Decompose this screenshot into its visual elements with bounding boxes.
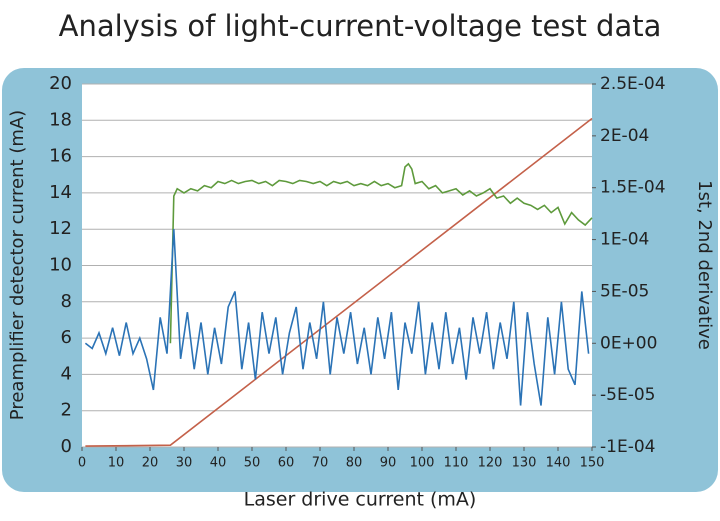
x-tick-label: 60 [278, 456, 295, 471]
y-tick-label: 6 [61, 327, 72, 348]
x-tick-label: 30 [176, 456, 193, 471]
series-line [85, 117, 593, 447]
series-line [169, 162, 593, 344]
x-tick-label: 130 [512, 456, 537, 471]
x-tick-label: 10 [108, 456, 125, 471]
x-tick-label: 90 [380, 456, 397, 471]
y-tick-label: 10 [49, 255, 72, 276]
series-line [84, 229, 590, 406]
y2-tick-label: -1E-04 [600, 437, 655, 457]
y-tick-label: 16 [49, 146, 72, 167]
x-tick-label: 20 [142, 456, 159, 471]
y2-tick-label: 1.5E-04 [600, 178, 666, 198]
chart-title: Analysis of light-current-voltage test d… [59, 9, 662, 43]
y-tick-label: 2 [61, 400, 72, 421]
y-axis-title: Preamplifier detector current (mA) [7, 110, 28, 420]
y-tick-label: 0 [61, 436, 72, 457]
y2-axis-title: 1st, 2nd derivative [694, 180, 715, 350]
y2-tick-label: 5E-05 [600, 281, 649, 301]
y-tick-label: 20 [49, 73, 72, 94]
x-tick-label: 50 [244, 456, 261, 471]
x-tick-label: 140 [546, 456, 571, 471]
y2-tick-label: -5E-05 [600, 385, 655, 405]
x-tick-label: 110 [444, 456, 469, 471]
y2-tick-label: 2E-04 [600, 126, 649, 146]
x-tick-label: 100 [410, 456, 435, 471]
x-tick-label: 40 [210, 456, 227, 471]
x-axis-title: Laser drive current (mA) [244, 489, 477, 511]
y-tick-label: 18 [49, 109, 72, 130]
x-tick-label: 120 [478, 456, 503, 471]
y-tick-label: 4 [61, 363, 72, 384]
x-tick-label: 150 [580, 456, 605, 471]
x-tick-label: 80 [346, 456, 363, 471]
y2-tick-label: 2.5E-04 [600, 74, 666, 94]
y-tick-label: 12 [49, 218, 72, 239]
y2-tick-label: 0E+00 [600, 333, 657, 353]
x-tick-label: 0 [78, 456, 86, 471]
y-tick-label: 8 [61, 291, 72, 312]
x-tick-label: 70 [312, 456, 329, 471]
y-tick-label: 14 [49, 182, 72, 203]
y2-tick-label: 1E-04 [600, 230, 649, 250]
